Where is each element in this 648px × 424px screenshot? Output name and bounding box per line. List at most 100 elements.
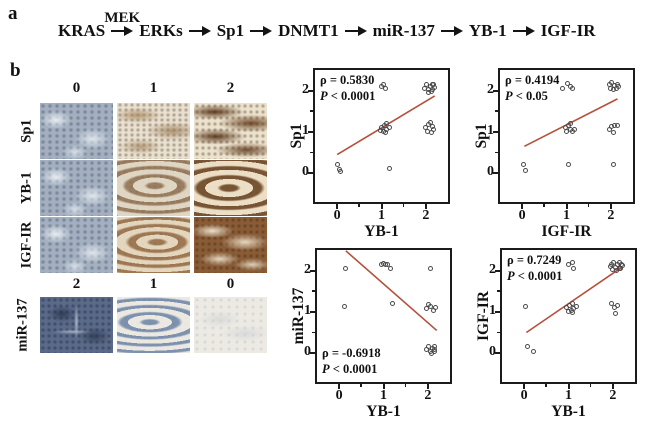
ihc-score-header: 2 — [72, 276, 81, 292]
ihc-score-header: 1 — [149, 80, 158, 96]
data-point — [569, 259, 575, 265]
data-point — [431, 347, 437, 353]
correlation-stats: ρ = -0.6918 P < 0.0001 — [322, 345, 381, 378]
data-point — [427, 266, 433, 272]
ihc-score-header: 0 — [226, 276, 235, 292]
data-point — [619, 261, 625, 267]
x-tick-label: 2 — [607, 208, 615, 223]
pathway-node-mir137: miR-137 — [372, 21, 435, 40]
y-tick-label: 2 — [302, 81, 309, 97]
axis-tick — [495, 151, 498, 154]
axis-tick — [404, 384, 407, 387]
axis-tick — [495, 269, 500, 272]
axis-tick — [426, 384, 429, 389]
pathway-node-yb1: YB-1 — [468, 21, 507, 40]
ihc-image-igfir-score1 — [117, 217, 190, 273]
ihc-image-igfir-score2 — [194, 217, 267, 273]
axis-tick — [495, 352, 500, 355]
ihc-row-label-yb1: YB-1 — [18, 171, 35, 205]
ihc-image-mir137-score1 — [117, 297, 190, 353]
data-point — [386, 165, 392, 171]
rho-value: ρ = -0.6918 — [322, 345, 381, 360]
plot-area: ρ = 0.5830 P < 0.0001 — [308, 68, 450, 209]
axis-tick — [382, 384, 385, 389]
data-point — [564, 80, 570, 86]
arrow-right-icon: MEK — [104, 10, 140, 36]
arrow-right-icon — [512, 26, 535, 36]
ihc-row-label-sp1: Sp1 — [18, 119, 35, 143]
data-point — [334, 162, 340, 168]
rho-value: ρ = 0.5830 — [320, 73, 375, 87]
ihc-image-mir137-score2 — [40, 297, 113, 353]
data-point — [571, 265, 577, 271]
data-point — [570, 86, 576, 92]
axis-tick — [495, 110, 498, 112]
ihc-score-header: 2 — [226, 80, 235, 96]
plot-area: ρ = 0.7249 P < 0.0001 — [495, 248, 637, 389]
pathway-node-sp1: Sp1 — [216, 21, 245, 40]
axis-tick — [312, 290, 315, 292]
axis-tick — [521, 204, 524, 209]
arrow-right-icon — [250, 26, 273, 36]
data-point — [573, 304, 579, 310]
pathway-node-erks: ERKs — [139, 21, 183, 40]
data-point — [559, 86, 565, 92]
arrow-right-icon — [440, 26, 463, 36]
y-tick-label: 2 — [487, 81, 494, 97]
axis-tick — [310, 352, 315, 355]
x-tick-label: 0 — [335, 388, 343, 403]
data-point — [568, 121, 574, 127]
axis-tick — [495, 310, 500, 313]
data-point — [569, 310, 575, 316]
data-point — [433, 305, 439, 311]
x-tick-label: 1 — [378, 208, 385, 223]
y-tick-label: 1 — [487, 122, 494, 138]
ihc-image-yb1-score1 — [117, 160, 190, 216]
arrow-right-icon — [188, 26, 211, 36]
correlation-stats: ρ = 0.7249 P < 0.0001 — [507, 252, 562, 285]
axis-tick — [424, 204, 427, 209]
correlation-stats: ρ = 0.4194 P < 0.05 — [505, 72, 559, 105]
data-point — [610, 162, 616, 168]
axis-tick — [523, 384, 526, 389]
data-point — [428, 350, 434, 356]
plot-area: ρ = -0.6918 P < 0.0001 — [310, 248, 452, 389]
x-tick-label: 0 — [520, 388, 528, 403]
axis-tick — [360, 384, 362, 387]
y-tick-label: 0 — [304, 344, 311, 360]
ihc-score-header: 1 — [149, 276, 158, 292]
data-point — [386, 125, 392, 131]
axis-tick — [567, 384, 570, 389]
mek-annotation: MEK — [104, 10, 141, 26]
data-point — [523, 167, 529, 173]
ihc-image-sp1-score2 — [194, 103, 267, 159]
y-tick-label: 2 — [304, 261, 311, 277]
x-tick-label: 1 — [565, 388, 572, 403]
panel-a-label: a — [8, 3, 18, 24]
axis-tick — [308, 172, 313, 175]
panel-b-label: b — [10, 60, 21, 81]
axis-tick — [609, 204, 612, 209]
pathway-diagram: KRAS MEK ERKs Sp1 DNMT1 miR-137 YB-1 IGF… — [58, 10, 595, 43]
data-point — [428, 130, 434, 136]
ihc-image-sp1-score1 — [117, 103, 190, 159]
axis-tick — [493, 172, 498, 175]
pathway-node-kras: KRAS — [58, 21, 106, 40]
x-axis-label: IGF-IR — [541, 223, 592, 240]
ihc-image-mir137-score0 — [194, 297, 267, 353]
y-tick-label: 0 — [489, 344, 496, 360]
x-tick-label: 2 — [424, 388, 432, 403]
axis-tick — [545, 384, 547, 387]
x-tick-label: 0 — [333, 208, 341, 223]
axis-tick — [497, 331, 500, 334]
data-point — [614, 302, 620, 308]
data-point — [565, 162, 571, 168]
data-point — [610, 130, 616, 136]
data-point — [612, 311, 618, 317]
y-tick-label: 0 — [487, 164, 494, 180]
axis-tick — [543, 204, 545, 207]
